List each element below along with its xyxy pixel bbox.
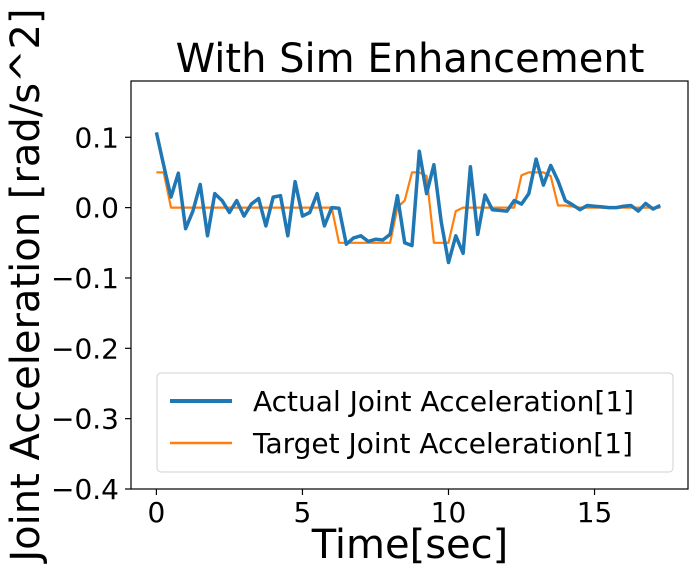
- x-tick-label: 5: [294, 496, 312, 529]
- y-tick-label: −0.3: [51, 403, 119, 436]
- y-tick-label: −0.2: [51, 332, 119, 365]
- y-tick-label: −0.4: [51, 473, 119, 506]
- legend: Actual Joint Acceleration[1] Target Join…: [156, 372, 674, 473]
- x-tick-label: 15: [577, 496, 613, 529]
- y-tick-label: 0.1: [74, 121, 119, 154]
- legend-label-target: Target Joint Acceleration[1]: [252, 427, 633, 460]
- series-layer: [154, 132, 662, 265]
- x-tick-label: 10: [431, 496, 467, 529]
- chart-title: With Sim Enhancement: [176, 36, 645, 82]
- series-line-actual: [154, 132, 662, 265]
- plot-area: [130, 80, 689, 490]
- plot-frame: [130, 80, 689, 490]
- y-tick-label: −0.1: [51, 262, 119, 295]
- legend-frame: [156, 372, 674, 473]
- series-line-target: [156, 171, 661, 244]
- legend-label-actual: Actual Joint Acceleration[1]: [253, 385, 634, 418]
- y-axis-ticks: 0.1 0.0 −0.1 −0.2 −0.3 −0.4: [51, 121, 131, 506]
- x-tick-label: 0: [147, 496, 165, 529]
- y-axis-label: Joint Acceleration [rad/s^2]: [3, 8, 49, 564]
- y-tick-label: 0.0: [74, 192, 119, 225]
- x-axis-label: Time[sec]: [311, 522, 509, 568]
- x-axis-ticks: 0 5 10 15: [147, 489, 612, 529]
